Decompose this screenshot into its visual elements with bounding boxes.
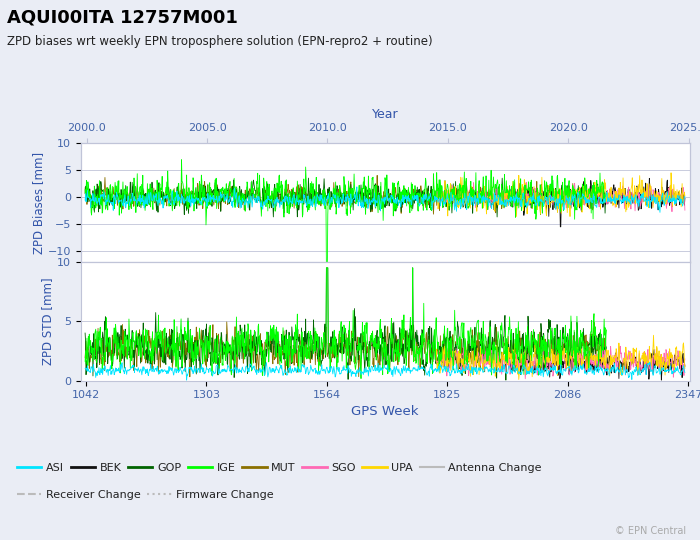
Text: ZPD biases wrt weekly EPN troposphere solution (EPN-repro2 + routine): ZPD biases wrt weekly EPN troposphere so… xyxy=(7,35,433,48)
Y-axis label: ZPD STD [mm]: ZPD STD [mm] xyxy=(41,278,54,365)
Text: AQUI00ITA 12757M001: AQUI00ITA 12757M001 xyxy=(7,8,238,26)
Text: © EPN Central: © EPN Central xyxy=(615,525,686,536)
Y-axis label: ZPD Biases [mm]: ZPD Biases [mm] xyxy=(32,151,45,254)
Legend: Receiver Change, Firmware Change: Receiver Change, Firmware Change xyxy=(13,486,279,505)
X-axis label: Year: Year xyxy=(372,108,398,121)
Legend: ASI, BEK, GOP, IGE, MUT, SGO, UPA, Antenna Change: ASI, BEK, GOP, IGE, MUT, SGO, UPA, Anten… xyxy=(13,459,546,478)
X-axis label: GPS Week: GPS Week xyxy=(351,404,419,417)
